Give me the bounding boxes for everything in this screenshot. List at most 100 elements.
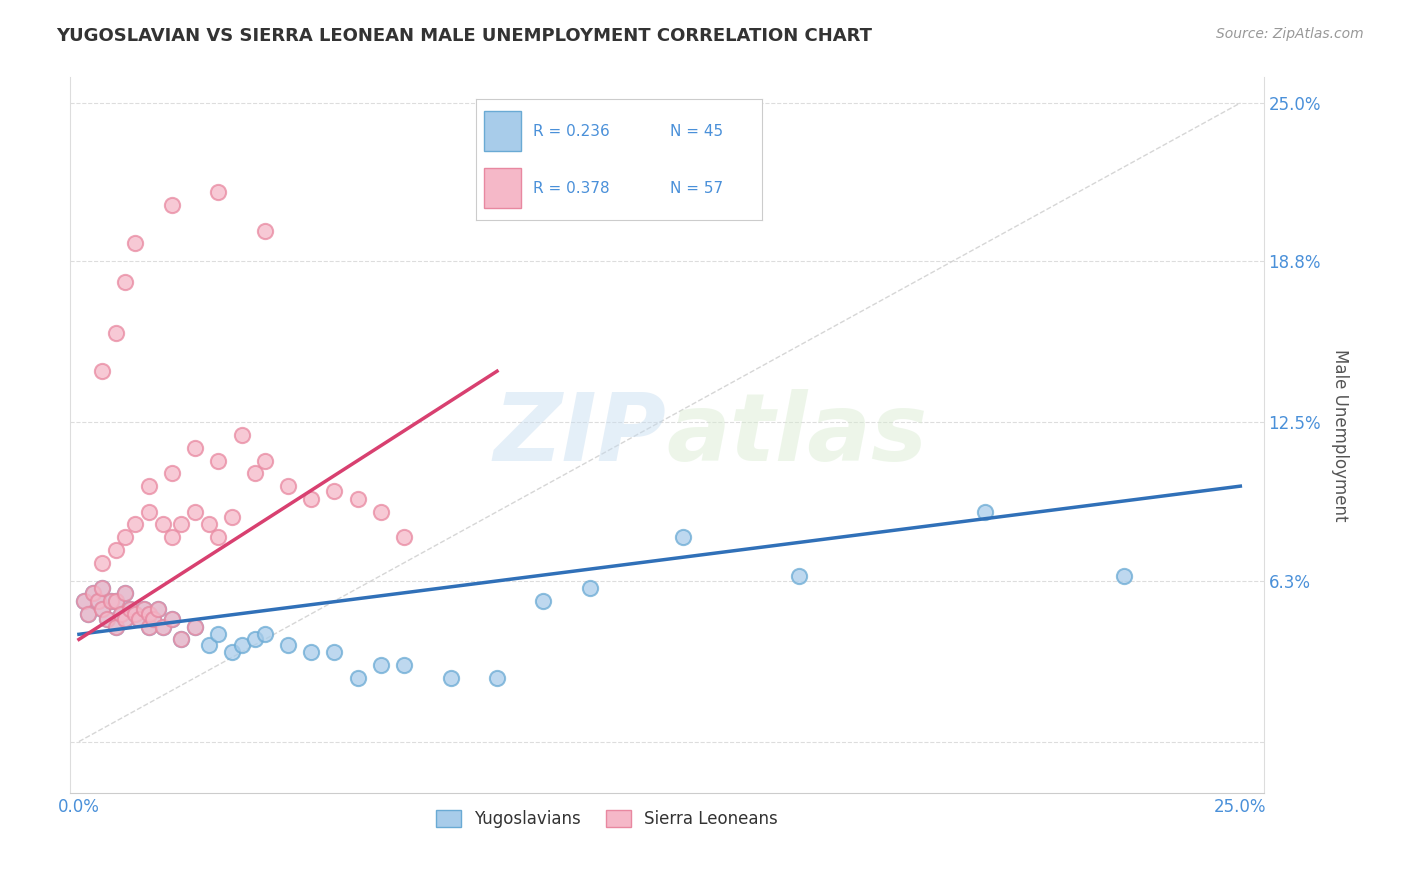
Point (231, 638, 253, 652)
Point (91, 582, 114, 596)
Point (184, 505, 207, 519)
Point (82, 586, 104, 600)
Legend: Yugoslavians, Sierra Leoneans: Yugoslavians, Sierra Leoneans (429, 803, 785, 834)
Point (114, 612, 136, 626)
Point (91, 556, 114, 570)
Point (110, 607, 132, 621)
Point (138, 479, 160, 493)
Point (160, 530, 183, 544)
Point (77, 607, 100, 621)
Point (245, 467, 267, 481)
Point (160, 198, 183, 212)
Point (170, 632, 193, 647)
Point (105, 326, 128, 340)
Point (138, 619, 160, 633)
Point (138, 619, 160, 633)
Point (207, 186, 229, 200)
Point (105, 543, 128, 558)
Point (221, 509, 243, 524)
Point (277, 638, 299, 652)
Point (299, 645, 322, 659)
Point (392, 530, 415, 544)
Point (1114, 568, 1136, 582)
Point (221, 645, 243, 659)
Point (142, 612, 165, 626)
Point (533, 594, 555, 608)
Point (72, 594, 94, 608)
Point (124, 607, 146, 621)
Point (114, 530, 136, 544)
Point (160, 612, 183, 626)
Point (132, 601, 155, 615)
Point (170, 517, 193, 532)
Text: atlas: atlas (666, 389, 928, 481)
Point (124, 607, 146, 621)
Point (370, 657, 392, 672)
Point (207, 453, 229, 467)
Point (160, 612, 183, 626)
Point (105, 594, 128, 608)
Point (346, 671, 368, 685)
Point (91, 582, 114, 596)
Point (231, 428, 253, 442)
Point (486, 671, 509, 685)
Point (346, 491, 368, 506)
Point (105, 619, 128, 633)
Point (439, 671, 461, 685)
Point (100, 594, 122, 608)
Text: Source: ZipAtlas.com: Source: ZipAtlas.com (1216, 27, 1364, 41)
Point (392, 657, 415, 672)
Text: YUGOSLAVIAN VS SIERRA LEONEAN MALE UNEMPLOYMENT CORRELATION CHART: YUGOSLAVIAN VS SIERRA LEONEAN MALE UNEMP… (56, 27, 872, 45)
Point (299, 491, 322, 506)
Point (146, 601, 169, 615)
Point (114, 275, 136, 289)
Point (91, 601, 114, 615)
Point (105, 619, 128, 633)
Point (114, 586, 136, 600)
Point (142, 612, 165, 626)
Point (82, 586, 104, 600)
Point (672, 530, 695, 544)
Point (86, 594, 108, 608)
Point (96, 612, 118, 626)
Point (579, 582, 602, 596)
Point (128, 612, 150, 626)
Point (146, 601, 169, 615)
Point (77, 607, 100, 621)
Point (100, 594, 122, 608)
Point (787, 568, 810, 582)
Point (207, 627, 229, 641)
Point (370, 505, 392, 519)
Point (91, 364, 114, 378)
Point (132, 601, 155, 615)
Point (138, 607, 160, 621)
Point (152, 619, 174, 633)
Point (198, 638, 221, 652)
Point (253, 224, 276, 238)
Point (114, 586, 136, 600)
Point (114, 612, 136, 626)
Point (91, 601, 114, 615)
Y-axis label: Male Unemployment: Male Unemployment (1331, 349, 1348, 521)
Point (170, 632, 193, 647)
Point (72, 594, 94, 608)
Point (253, 453, 276, 467)
Point (110, 607, 132, 621)
Point (207, 530, 229, 544)
Point (152, 619, 174, 633)
Point (184, 619, 207, 633)
Point (160, 467, 183, 481)
Point (152, 517, 174, 532)
Point (138, 607, 160, 621)
Point (973, 505, 995, 519)
Point (138, 505, 160, 519)
Point (277, 479, 299, 493)
Point (198, 517, 221, 532)
Point (253, 627, 276, 641)
Point (124, 517, 146, 532)
Text: ZIP: ZIP (494, 389, 666, 481)
Point (96, 612, 118, 626)
Point (184, 619, 207, 633)
Point (105, 594, 128, 608)
Point (323, 645, 346, 659)
